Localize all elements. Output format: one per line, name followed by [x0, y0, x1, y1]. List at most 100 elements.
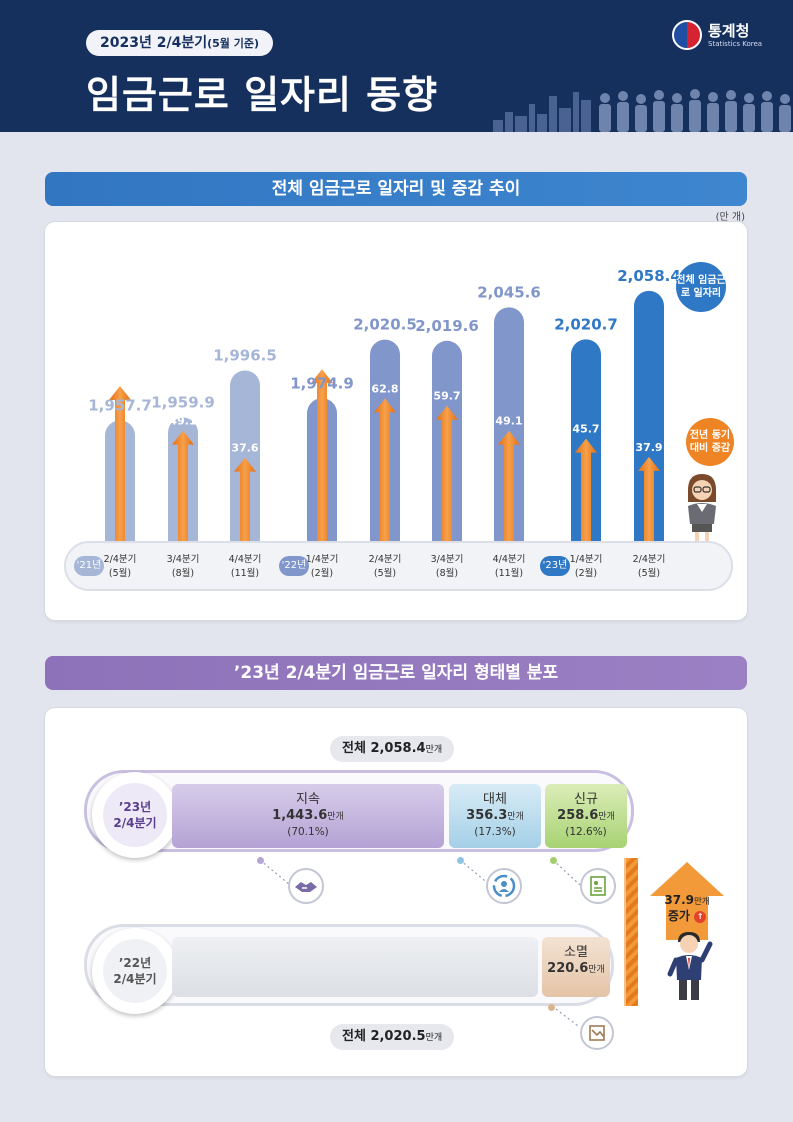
continued-jobs-segment: 지속 1,443.6만개 (70.1%): [172, 784, 444, 848]
up-arrow-icon: ↑: [694, 910, 707, 923]
total-2023-pill: 전체 2,058.4만개: [330, 736, 455, 762]
year-group-pill: '23년: [540, 556, 570, 576]
increase-arrow-bar: [109, 385, 131, 546]
replace-person-icon: [486, 868, 522, 904]
x-tick-label: 2/4분기 (5월): [632, 554, 666, 579]
increase-value-label: 37.9: [635, 441, 662, 454]
total-value-label: 2,045.6: [477, 283, 541, 301]
increase-unit: 만개: [693, 897, 710, 907]
increase-strip: [624, 858, 638, 1006]
total-value-label: 2,020.5: [353, 316, 417, 334]
increase-value-label: 75.2: [308, 353, 335, 366]
trend-bar-chart: 1,957.7 68.1 1,959.9 49.1 1,996.5 37.6 1,974.9…: [88, 267, 681, 546]
new-name: 신규: [574, 792, 598, 807]
total-2022-unit: 만개: [425, 1033, 443, 1043]
increase-arrow-bar: [374, 398, 396, 546]
extinct-connector-line: [551, 1005, 579, 1027]
increase-value-label: 49.1: [495, 415, 522, 428]
period-note: (5월 기준): [207, 37, 259, 50]
continued-name: 지속: [296, 792, 320, 807]
statistics-korea-logo: 통계청 Statistics Korea: [672, 18, 772, 58]
city-people-silhouette-icon: [493, 89, 791, 132]
total-2023-label: 전체: [342, 741, 366, 756]
increase-arrow-bar: [498, 430, 520, 546]
total-2022-pill: 전체 2,020.5만개: [330, 1024, 455, 1050]
unit-label: (만 개): [715, 212, 745, 223]
section2-title: ’23년 2/4분기 임금근로 일자리 형태별 분포: [45, 656, 747, 690]
total-2023-unit: 만개: [425, 745, 443, 755]
new-jobs-segment: 신규 258.6만개 (12.6%): [545, 784, 627, 848]
total-value-label: 1,959.9: [151, 394, 215, 412]
increase-value-label: 68.1: [106, 370, 133, 383]
year-group-pill: '21년: [74, 556, 104, 576]
taegeuk-logo-icon: [672, 20, 702, 50]
x-tick-label: 3/4분기 (8월): [430, 554, 464, 579]
total-value-label: 2,058.4: [617, 267, 681, 285]
continued-value: 1,443.6: [272, 808, 328, 823]
total-2022-value: 2,020.5: [370, 1029, 426, 1044]
continued-unit: 만개: [327, 812, 344, 822]
continued-pct: (70.1%): [287, 826, 329, 838]
total-2023-value: 2,058.4: [370, 741, 426, 756]
period-text: 2023년 2/4분기: [100, 35, 208, 51]
yoy-change-bubble: 전년 동기대비 증감: [686, 418, 734, 466]
handshake-icon: [288, 868, 324, 904]
increase-value-label: 49.1: [169, 415, 196, 428]
bubble-inc-text: 전년 동기대비 증감: [689, 429, 731, 455]
total-jobs-bar: [494, 307, 524, 546]
x-axis-strip: [64, 541, 733, 591]
header-banner: 2023년 2/4분기(5월 기준) 임금근로 일자리 동향 통계청 Stati…: [0, 0, 793, 132]
job-decline-icon: [580, 1016, 614, 1050]
bubble-total-text: 전체 임금근로 일자리: [676, 274, 726, 300]
extinct-value: 220.6: [547, 961, 589, 976]
x-tick-label: 4/4분기 (11월): [492, 554, 526, 579]
new-unit: 만개: [598, 812, 615, 822]
increase-value-label: 62.8: [371, 382, 398, 395]
increase-arrow-bar: [172, 430, 194, 546]
period-2022-year: ’22년: [118, 955, 152, 970]
replaced-name: 대체: [483, 792, 507, 807]
x-tick-label: 2/4분기 (5월): [368, 554, 402, 579]
period-badge: 2023년 2/4분기(5월 기준): [86, 30, 273, 56]
period-2023-year: ’23년: [118, 799, 152, 814]
increase-arrow: 37.9만개 증가 ↑: [648, 860, 726, 940]
total-jobs-bar: [634, 290, 664, 546]
total-2022-label: 전체: [342, 1029, 366, 1044]
replaced-unit: 만개: [507, 812, 524, 822]
replaced-value: 356.3: [466, 808, 508, 823]
total-value-label: 2,019.6: [415, 317, 479, 335]
period-2022-circle: ’22년 2/4분기: [92, 928, 178, 1014]
logo-text-en: Statistics Korea: [708, 40, 763, 48]
x-tick-label: 1/4분기 (2월): [569, 554, 603, 579]
extinct-name: 소멸: [564, 945, 588, 960]
total-value-label: 2,020.7: [554, 315, 618, 333]
increase-value: 37.9: [664, 893, 694, 907]
connector-dotted-lines: [259, 859, 581, 886]
x-tick-label: 1/4분기 (2월): [305, 554, 339, 579]
total-jobs-bubble: 전체 임금근로 일자리: [676, 262, 726, 312]
retained-base-segment: [172, 937, 538, 997]
increase-arrow-bar: [436, 405, 458, 546]
total-value-label: 1,957.7: [88, 396, 152, 414]
new-value: 258.6: [557, 808, 599, 823]
extinct-dot: [548, 1004, 555, 1011]
extinct-unit: 만개: [588, 965, 605, 975]
increase-arrow-bar: [311, 369, 333, 546]
man-character-icon: [667, 932, 713, 1000]
x-tick-label: 4/4분기 (11월): [228, 554, 262, 579]
x-tick-label: 2/4분기 (5월): [103, 554, 137, 579]
increase-value-label: 37.6: [231, 442, 258, 455]
period-2022-quarter: 2/4분기: [113, 972, 157, 986]
increase-value-label: 45.7: [572, 423, 599, 436]
total-value-label: 1,996.5: [213, 347, 277, 365]
period-2023-circle: ’23년 2/4분기: [92, 772, 178, 858]
logo-text-kr: 통계청: [708, 22, 750, 40]
section1-title: 전체 임금근로 일자리 및 증감 추이: [45, 172, 747, 206]
new-pct: (12.6%): [565, 826, 607, 838]
new-dot: [550, 857, 557, 864]
year-group-pill: '22년: [279, 556, 309, 576]
replaced-dot: [457, 857, 464, 864]
extinct-jobs-segment: 소멸 220.6만개: [542, 937, 610, 997]
replaced-pct: (17.3%): [474, 826, 516, 838]
period-2023-quarter: 2/4분기: [113, 816, 157, 830]
